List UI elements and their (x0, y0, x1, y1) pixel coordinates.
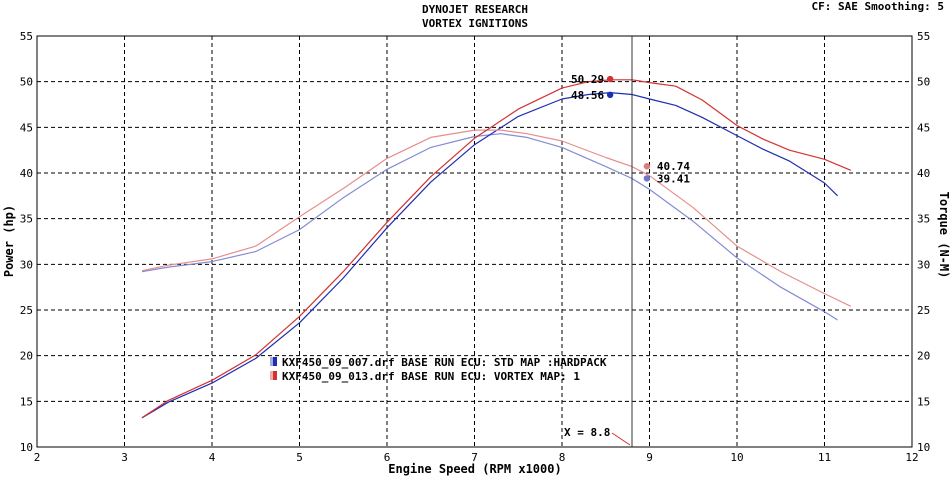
peak-marker[interactable] (606, 75, 614, 83)
y-left-tick-label: 55 (20, 30, 33, 43)
y-right-tick-label: 40 (917, 167, 930, 180)
peak-value-label: 40.74 (657, 160, 690, 173)
y-left-tick-label: 50 (20, 76, 33, 89)
series-curves (141, 79, 852, 419)
legend-swatch-vortex (270, 371, 277, 380)
legend-item-std[interactable]: KXF450_09_007.drf BASE RUN ECU: STD MAP … (270, 356, 607, 369)
y-right-tick-label: 30 (917, 258, 930, 271)
x-tick-label: 3 (121, 451, 128, 464)
x-tick-label: 10 (730, 451, 743, 464)
y-left-tick-label: 35 (20, 213, 33, 226)
y-right-tick-label: 10 (917, 441, 930, 454)
x-tick-label: 6 (384, 451, 391, 464)
y-axis-label-left: Power (hp) (2, 205, 16, 277)
y-left-tick-label: 20 (20, 350, 33, 363)
y-right-tick-label: 55 (917, 30, 930, 43)
y-left-tick-label: 45 (20, 121, 33, 134)
plot-frame (36, 35, 913, 448)
x-axis-label: Engine Speed (RPM x1000) (388, 462, 561, 476)
peak-marker[interactable] (606, 91, 614, 99)
series-1-power-line (141, 91, 839, 419)
cursor-label-leader (611, 432, 631, 446)
legend-label-std: KXF450_09_007.drf BASE RUN ECU: STD MAP … (282, 356, 607, 369)
x-tick-label: 11 (818, 451, 831, 464)
x-tick-label: 2 (34, 451, 41, 464)
y-right-tick-label: 20 (917, 350, 930, 363)
y-right-tick-labels: 10 15 20 25 30 35 40 45 50 55 (917, 30, 930, 454)
y-left-tick-label: 40 (20, 167, 33, 180)
y-left-tick-label: 15 (20, 395, 33, 408)
peak-value-label: 48.56 (571, 89, 604, 102)
chart-title-line2: VORTEX IGNITIONS (422, 17, 528, 30)
y-right-tick-label: 50 (917, 76, 930, 89)
y-left-tick-label: 10 (20, 441, 33, 454)
y-axis-label-right: Torque (N-M) (937, 192, 950, 279)
y-right-tick-label: 35 (917, 213, 930, 226)
cursor-label: X = 8.8 (564, 426, 610, 439)
chart-title-line1: DYNOJET RESEARCH (422, 3, 528, 16)
peak-marker[interactable] (643, 175, 651, 182)
x-tick-labels: 2 3 4 5 6 7 8 9 10 11 12 (34, 451, 919, 464)
legend: KXF450_09_007.drf BASE RUN ECU: STD MAP … (270, 356, 607, 383)
legend-label-vortex: KXF450_09_013.drf BASE RUN ECU: VORTEX M… (282, 370, 580, 383)
x-tick-label: 8 (559, 451, 566, 464)
y-right-tick-label: 25 (917, 304, 930, 317)
peak-marker[interactable] (643, 163, 651, 170)
y-left-tick-labels: 10 15 20 25 30 35 40 45 50 55 (20, 30, 33, 454)
y-left-tick-label: 25 (20, 304, 33, 317)
peak-markers: 48.56 39.41 50.29 40.74 (571, 73, 690, 185)
y-right-tick-label: 15 (917, 395, 930, 408)
y-left-tick-label: 30 (20, 258, 33, 271)
peak-value-label: 39.41 (657, 172, 690, 185)
x-tick-label: 9 (646, 451, 653, 464)
grid-lines (37, 36, 912, 447)
x-tick-label: 7 (471, 451, 478, 464)
y-right-tick-label: 45 (917, 121, 930, 134)
x-tick-label: 4 (209, 451, 216, 464)
legend-item-vortex[interactable]: KXF450_09_013.drf BASE RUN ECU: VORTEX M… (270, 370, 580, 383)
series-2-power-line (141, 79, 852, 419)
series-2-torque-line (141, 129, 852, 307)
legend-swatch-std (270, 357, 277, 366)
series-1-torque-line (141, 133, 838, 321)
x-tick-label: 5 (296, 451, 303, 464)
peak-value-label: 50.29 (571, 73, 604, 86)
settings-readout: CF: SAE Smoothing: 5 (812, 0, 944, 13)
x-tick-label: 12 (905, 451, 918, 464)
